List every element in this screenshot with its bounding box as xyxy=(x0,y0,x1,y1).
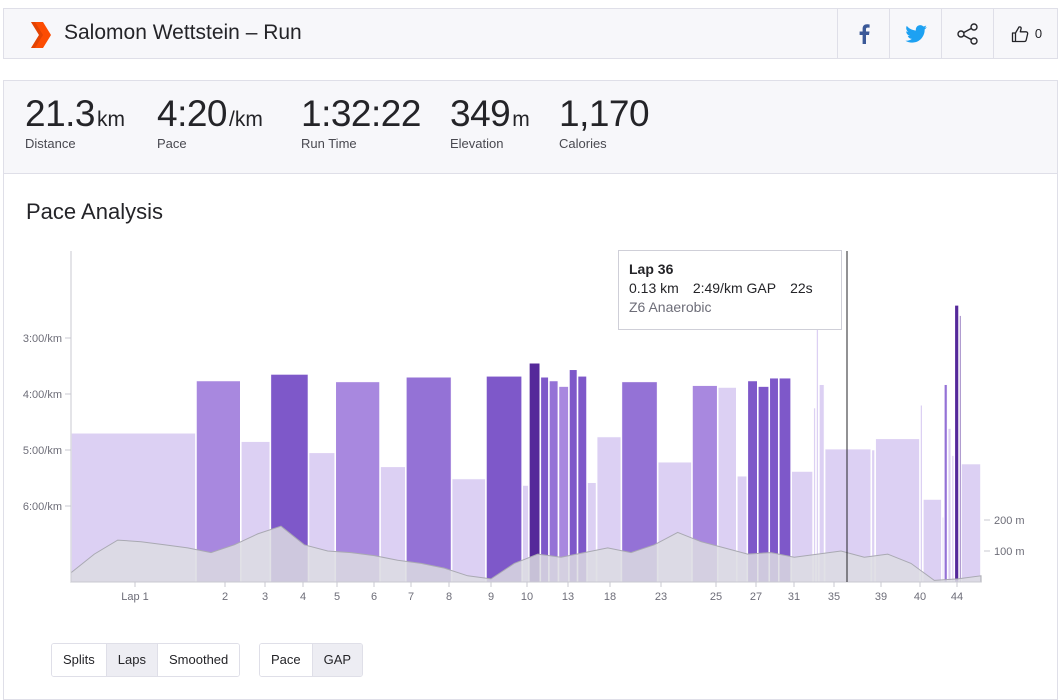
stat-unit: km xyxy=(97,108,126,131)
tooltip-zone: Z6 Anaerobic xyxy=(629,299,712,315)
stats-bar: 21.3km Distance 4:20/km Pace 1:32:22 Run… xyxy=(4,81,1057,174)
x-tick-label: 3 xyxy=(262,591,268,603)
stat-value: 21.3 xyxy=(25,93,96,134)
lap-bar xyxy=(540,376,549,583)
tooltip-stats: 0.13 km 2:49/km GAP 22s xyxy=(629,280,831,296)
stat-label: Pace xyxy=(157,136,187,151)
lap-bar xyxy=(943,384,948,583)
kudos-button[interactable]: 0 xyxy=(993,9,1058,58)
lap-bar xyxy=(961,463,981,583)
x-tick-label: 5 xyxy=(334,591,340,603)
x-tick-label: 18 xyxy=(604,591,616,603)
laps-button[interactable]: Laps xyxy=(106,644,158,676)
y-tick-label: 5:00/km xyxy=(23,445,62,457)
stat-label: Calories xyxy=(559,136,607,151)
lap-bar xyxy=(923,499,942,583)
thumbs-up-icon xyxy=(1011,25,1029,42)
activity-title: Salomon Wettstein – Run xyxy=(64,21,302,44)
x-tick-label: 4 xyxy=(300,591,306,603)
x-tick-label: 10 xyxy=(521,591,533,603)
x-tick-label: 44 xyxy=(951,591,963,603)
lap-tooltip: Lap 36 0.13 km 2:49/km GAP 22s Z6 Anaerobi… xyxy=(618,250,842,330)
lap-bar xyxy=(569,369,578,583)
x-tick-label: 39 xyxy=(875,591,887,603)
stat-calories: 1,170 Calories xyxy=(559,93,650,151)
lap-bar xyxy=(406,376,452,583)
facebook-icon xyxy=(859,23,870,44)
x-tick-label: 31 xyxy=(788,591,800,603)
lap-bar xyxy=(558,386,569,583)
lap-bar xyxy=(920,404,923,583)
gap-button[interactable]: GAP xyxy=(312,644,363,676)
lap-bar xyxy=(954,305,959,583)
activity-card: 21.3km Distance 4:20/km Pace 1:32:22 Run… xyxy=(3,80,1058,700)
lap-bar xyxy=(819,384,825,583)
stat-unit: m xyxy=(512,108,530,131)
twitter-icon xyxy=(904,24,927,43)
stat-pace: 4:20/km Pace xyxy=(157,93,263,151)
tooltip-title: Lap 36 xyxy=(629,261,674,277)
stat-label: Elevation xyxy=(450,136,504,151)
lap-bar xyxy=(486,375,522,583)
lap-bar xyxy=(747,380,758,583)
share-button[interactable] xyxy=(941,9,993,58)
x-tick-label: 13 xyxy=(562,591,574,603)
y-tick-label: 4:00/km xyxy=(23,389,62,401)
activity-header: Salomon Wettstein – Run 0 xyxy=(3,8,1058,59)
pace-button[interactable]: Pace xyxy=(260,644,313,676)
view-toggle-group: Splits Laps Smoothed xyxy=(51,643,241,677)
stat-label: Distance xyxy=(25,136,76,151)
lap-bar xyxy=(951,455,955,583)
x-tick-label: 23 xyxy=(655,591,667,603)
lap-bar xyxy=(549,380,559,583)
pace-analysis-chart[interactable]: 3:00/km 4:00/km 5:00/km 6:00/km 200 m 100 m La… xyxy=(4,241,1057,611)
stat-elevation: 349m Elevation xyxy=(450,93,530,151)
x-tick-label: 9 xyxy=(488,591,494,603)
y-tick-label: 6:00/km xyxy=(23,501,62,513)
x-tick-label: 7 xyxy=(408,591,414,603)
lap-bar xyxy=(335,381,380,583)
splits-button[interactable]: Splits xyxy=(52,644,107,676)
stat-run-time: 1:32:22 Run Time xyxy=(301,93,421,151)
stat-value: 1:32:22 xyxy=(301,93,421,134)
share-icon xyxy=(956,22,978,45)
lap-bar xyxy=(769,377,779,583)
lap-bar xyxy=(577,375,587,583)
lap-bar xyxy=(451,478,486,583)
lap-bar xyxy=(959,315,962,583)
elevation-tick-label: 200 m xyxy=(994,515,1025,527)
lap-bar xyxy=(816,327,819,583)
stat-unit: /km xyxy=(229,108,263,131)
stat-value: 1,170 xyxy=(559,93,650,134)
y-tick-label: 3:00/km xyxy=(23,333,62,345)
twitter-share-button[interactable] xyxy=(889,9,941,58)
facebook-share-button[interactable] xyxy=(837,9,889,58)
tooltip-pace: 2:49/km GAP xyxy=(692,280,777,296)
stat-label: Run Time xyxy=(301,136,357,151)
strava-chevron-icon xyxy=(31,22,51,48)
stat-distance: 21.3km Distance xyxy=(25,93,125,151)
pace-analysis-title: Pace Analysis xyxy=(26,199,163,224)
x-tick-label: Lap 1 xyxy=(121,591,149,603)
tooltip-time: 22s xyxy=(790,280,813,296)
x-tick-label: 35 xyxy=(828,591,840,603)
x-tick-label: 40 xyxy=(914,591,926,603)
metric-toggle-group: Pace GAP xyxy=(259,643,364,677)
lap-bar xyxy=(942,516,944,583)
elevation-tick-label: 100 m xyxy=(994,546,1025,558)
x-tick-label: 6 xyxy=(371,591,377,603)
lap-bar xyxy=(947,428,952,583)
tooltip-distance: 0.13 km xyxy=(629,280,679,296)
x-tick-label: 25 xyxy=(710,591,722,603)
kudos-count: 0 xyxy=(1034,26,1043,41)
stat-value: 349 xyxy=(450,93,511,134)
x-tick-label: 8 xyxy=(446,591,452,603)
x-tick-label: 27 xyxy=(750,591,762,603)
elevation-area xyxy=(70,525,982,583)
lap-bar xyxy=(778,377,791,583)
smoothed-button[interactable]: Smoothed xyxy=(158,644,240,676)
lap-bar xyxy=(529,362,541,583)
stat-value: 4:20 xyxy=(157,93,228,134)
x-tick-label: 2 xyxy=(222,591,228,603)
